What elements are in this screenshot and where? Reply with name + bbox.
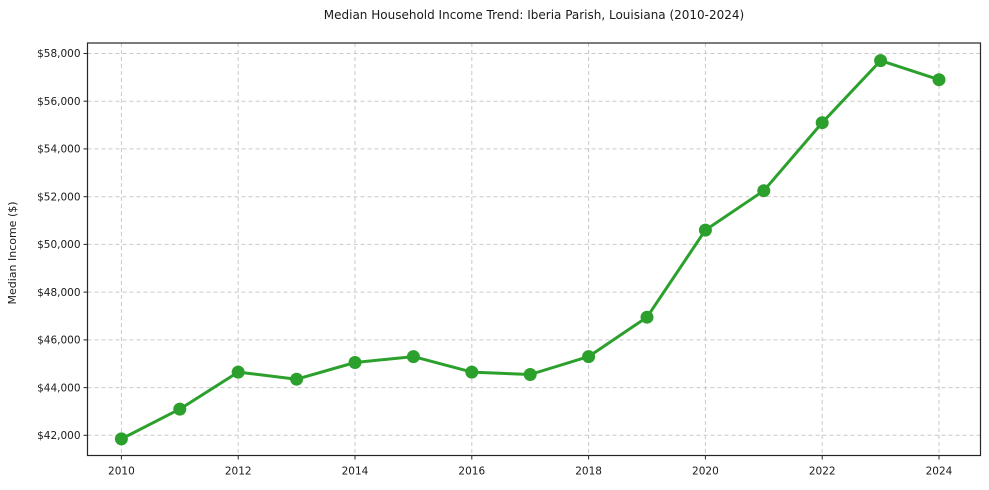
data-point-2016: [465, 365, 479, 379]
y-tick-label: $44,000: [37, 382, 80, 394]
data-point-2012: [231, 365, 245, 379]
data-point-2024: [932, 73, 946, 87]
data-point-2022: [815, 116, 829, 130]
y-tick-label: $42,000: [37, 430, 80, 442]
x-tick-label: 2020: [692, 466, 719, 478]
x-tick-label: 2010: [108, 466, 135, 478]
plot-border: [86, 42, 982, 457]
y-axis-label: Median Income ($): [6, 201, 19, 304]
data-point-2018: [582, 350, 596, 364]
x-tick-label: 2022: [809, 466, 836, 478]
data-point-2015: [406, 350, 420, 364]
income-line: [119, 59, 941, 441]
y-tick-label: $48,000: [37, 287, 80, 299]
data-point-2011: [173, 402, 187, 416]
x-tick-label: 2018: [575, 466, 602, 478]
y-tick-label: $58,000: [37, 48, 80, 60]
y-tick-label: $46,000: [37, 335, 80, 347]
data-point-2010: [114, 432, 128, 446]
data-point-2021: [757, 184, 771, 198]
x-tick-label: 2014: [342, 466, 369, 478]
data-point-2014: [348, 356, 362, 369]
y-tick-label: $50,000: [37, 239, 80, 251]
x-tick-label: 2016: [458, 466, 485, 478]
data-point-2019: [640, 310, 654, 324]
x-tick-label: 2012: [225, 466, 252, 478]
data-point-2020: [698, 223, 712, 237]
chart-title: Median Household Income Trend: Iberia Pa…: [324, 8, 744, 22]
data-point-2017: [523, 368, 537, 381]
x-tick-label: 2024: [926, 466, 953, 478]
plot-area: 2010 2012 2014 2016 2018 2020 2022 2024 $42,000 $…: [37, 42, 982, 478]
y-tick-label: $56,000: [37, 96, 80, 108]
data-point-2023: [874, 54, 888, 68]
y-tick-label: $52,000: [37, 191, 80, 203]
y-tick-label: $54,000: [37, 144, 80, 156]
data-point-2013: [290, 372, 304, 386]
